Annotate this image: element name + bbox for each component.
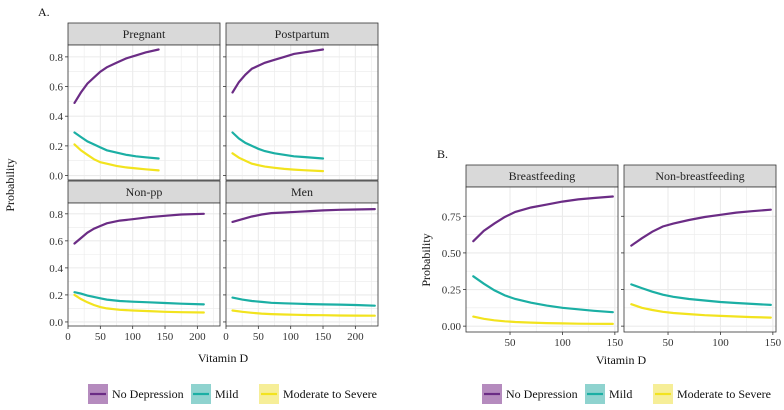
series-line-moderate-to-severe-breastfeeding [472,315,614,325]
x-tick-label: 100 [124,331,141,343]
x-tick-label: 200 [347,331,364,343]
y-tick-label: 0.25 [442,285,462,297]
plot-area-non-breastfeeding [624,187,776,332]
legend-a: No Depression Mild Moderate to Severe [88,384,377,404]
chart-a-label: A. [38,5,50,19]
series-line-mild-postpartum [231,131,325,160]
panel-pregnant: Pregnant 0.0 0.2 0.4 0.6 0.8 [49,22,221,183]
y-tick-label: 0.00 [442,321,462,333]
y-tick-label: 0.6 [49,236,63,248]
legend-label-no-depression: No Depression [112,387,184,401]
series-line-mild-men [231,296,376,307]
x-tick-label: 150 [157,331,174,343]
legend-label-moderate-to-severe: Moderate to Severe [283,387,377,401]
series-line-no-depression-postpartum [231,48,325,94]
series-line-moderate-to-severe-pregnant [73,143,160,172]
x-tick-label: 100 [712,337,729,349]
panel-non-breastfeeding: Non-breastfeeding 50 100 150 [621,164,782,349]
panel-border-pregnant [67,44,221,181]
x-axis-title-a: Vitamin D [198,351,249,365]
x-tick-label: 150 [607,337,624,349]
x-tick-label: 0 [223,331,229,343]
panel-border-men [225,202,379,327]
x-tick-label: 0 [65,331,71,343]
series-line-no-depression-breastfeeding [472,195,614,243]
legend-b: No Depression Mild Moderate to Severe [482,384,771,404]
legend-label-no-depression: No Depression [506,387,578,401]
series-line-no-depression-non-breastfeeding [630,208,772,247]
strip-title-non-breastfeeding: Non-breastfeeding [655,169,744,183]
panel-non-pp: Non-pp 0.0 0.2 0.4 0.6 0.8 0 50 100 150 200 [49,180,221,343]
y-tick-label: 0.6 [49,82,63,94]
chart-b-label: B. [437,147,448,161]
x-tick-label: 50 [95,331,107,343]
series-line-mild-pregnant [73,131,160,160]
y-tick-label: 0.8 [49,52,63,64]
series-line-no-depression-pregnant [73,48,160,104]
strip-title-pregnant: Pregnant [123,27,166,41]
x-tick-label: 200 [189,331,206,343]
x-tick-label: 150 [315,331,332,343]
y-tick-label: 0.2 [49,290,63,302]
strip-title-postpartum: Postpartum [275,27,330,41]
chart-a: A. Pregnant 0.0 0.2 0.4 0.6 0.8 Postpartum Non-p… [3,5,379,365]
panel-breastfeeding: Breastfeeding 0.00 0.25 0.50 0.75 50 100 150 [442,164,624,349]
series-line-mild-non-breastfeeding [630,283,772,306]
y-tick-label: 0.4 [49,111,63,123]
x-tick-label: 100 [554,337,571,349]
x-tick-label: 150 [765,337,782,349]
y-tick-label: 0.0 [49,317,63,329]
panel-border-non-breastfeeding [623,186,777,333]
panel-postpartum: Postpartum [223,22,379,181]
y-tick-label: 0.2 [49,141,63,153]
y-tick-label: 0.4 [49,263,63,275]
panel-border-breastfeeding [465,186,619,333]
y-tick-label: 0.75 [442,211,462,223]
x-tick-label: 100 [282,331,299,343]
series-line-mild-non-pp [73,291,205,306]
x-tick-label: 50 [253,331,265,343]
x-tick-label: 50 [505,337,517,349]
legend-label-mild: Mild [609,387,632,401]
strip-title-non-pp: Non-pp [126,185,163,199]
x-axis-title-b: Vitamin D [596,353,647,367]
series-line-moderate-to-severe-men [231,309,376,317]
panel-men: Men 0 50 100 150 200 [223,180,379,343]
legend-label-moderate-to-severe: Moderate to Severe [677,387,771,401]
series-line-no-depression-men [231,208,376,223]
x-tick-label: 50 [663,337,675,349]
series-line-no-depression-non-pp [73,212,205,245]
legend-label-mild: Mild [215,387,238,401]
y-tick-label: 0.0 [49,171,63,183]
y-tick-label: 0.50 [442,248,462,260]
strip-title-men: Men [291,185,313,199]
series-line-moderate-to-severe-postpartum [231,152,325,173]
y-axis-title-a: Probability [3,158,17,211]
panel-border-non-pp [67,202,221,327]
series-line-moderate-to-severe-non-breastfeeding [630,303,772,319]
series-line-moderate-to-severe-non-pp [73,293,205,314]
panel-border-postpartum [225,44,379,181]
y-axis-title-b: Probability [419,233,433,286]
strip-title-breastfeeding: Breastfeeding [509,169,576,183]
series-line-mild-breastfeeding [472,275,614,314]
y-tick-label: 0.8 [49,209,63,221]
